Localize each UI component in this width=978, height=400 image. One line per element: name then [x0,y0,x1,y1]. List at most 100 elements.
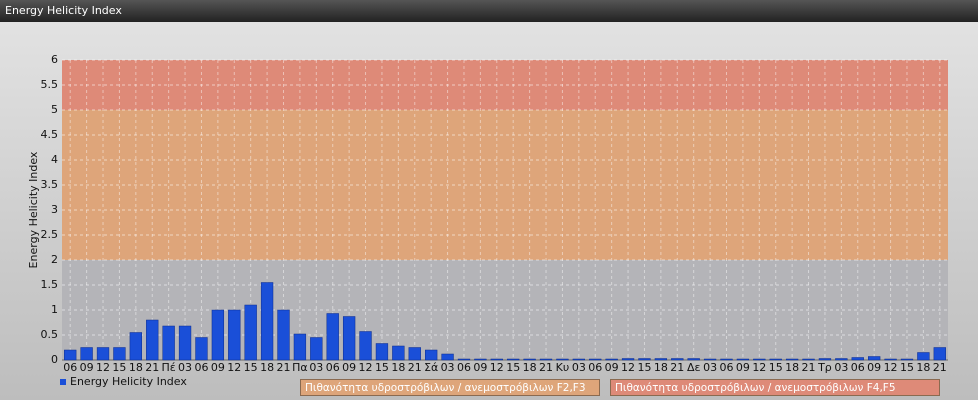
y-tick-label: 2.5 [41,228,59,241]
x-tick-label: Δε [687,361,701,374]
bar [474,358,487,361]
x-tick-label: 15 [769,361,783,374]
x-tick-label: 03 [309,361,323,374]
y-tick-label: 2 [51,253,58,266]
bar [375,343,389,361]
x-tick-label: 06 [720,361,734,374]
bar [851,357,864,361]
bar [654,358,668,361]
bar [146,319,159,361]
x-tick-label: 03 [572,361,586,374]
bar [523,358,536,361]
x-tick-label: 21 [670,361,684,374]
x-tick-label: 06 [63,361,77,374]
x-tick-label: 21 [933,361,947,374]
bar [359,331,372,361]
band-legend[interactable]: Πιθανότητα υδροστρόβιλων / ανεμοστρόβιλω… [300,379,600,396]
x-tick-label: 18 [260,361,274,374]
x-tick-label: 15 [244,361,258,374]
bar [244,304,257,361]
x-tick-label: 21 [277,361,291,374]
bar [80,347,93,361]
bar [720,358,733,361]
bar [753,358,766,361]
bar [539,358,553,361]
bar [785,358,799,361]
bar [342,316,356,361]
x-tick-label: 03 [703,361,717,374]
x-tick-label: 03 [178,361,192,374]
y-tick-label: 3.5 [41,178,59,191]
bar [933,347,946,361]
y-tick-label: 1 [51,303,58,316]
x-tick-label: Σά [424,361,438,374]
x-tick-label: 18 [391,361,405,374]
y-tick-label: 0 [51,353,58,366]
x-tick-label: 21 [408,361,422,374]
x-tick-label: 15 [506,361,520,374]
x-tick-label: 12 [621,361,635,374]
x-tick-label: 18 [916,361,930,374]
x-tick-label: 12 [359,361,373,374]
bar [835,358,848,361]
x-tick-label: 06 [588,361,602,374]
x-tick-label: 06 [326,361,340,374]
bar [457,358,471,361]
bar [64,349,77,361]
bar [605,358,618,361]
x-tick-label: 06 [194,361,208,374]
bar [917,352,930,361]
bar [671,358,684,361]
title-bar: Energy Helicity Index [0,0,978,22]
x-tick-label: Κυ [556,361,570,374]
x-tick-label: 12 [752,361,766,374]
x-tick-label: 21 [539,361,553,374]
x-tick-label: 09 [605,361,619,374]
x-tick-label: 18 [523,361,537,374]
y-tick-label: 5.5 [41,78,59,91]
x-tick-label: 15 [637,361,651,374]
bar [178,325,192,361]
bar [162,325,175,361]
legend-swatch [60,379,66,385]
bar [260,282,274,361]
y-tick-label: 5 [51,103,58,116]
y-tick-label: 4.5 [41,128,59,141]
bar [228,309,241,361]
bar [687,358,700,361]
bar [441,353,454,361]
bar [310,337,323,361]
y-tick-label: 3 [51,203,58,216]
bar [129,332,142,361]
x-tick-label: 18 [654,361,668,374]
bar [556,358,569,361]
bar [490,358,503,361]
x-tick-label: 18 [129,361,143,374]
bar [507,358,520,361]
bar [195,337,208,361]
x-tick-label: 15 [375,361,389,374]
bar [818,358,832,361]
bar [769,358,782,361]
bar [884,358,897,361]
x-tick-label: 03 [834,361,848,374]
bar [621,358,635,361]
bar [572,358,585,361]
bar [408,347,421,361]
bar [326,313,339,361]
x-tick-label: 09 [80,361,94,374]
bar [211,309,225,361]
x-tick-label: 12 [96,361,110,374]
bar [703,358,717,361]
bar [868,356,881,361]
x-tick-label: 12 [490,361,504,374]
x-tick-label: 12 [884,361,898,374]
x-tick-label: 06 [851,361,865,374]
x-tick-label: 09 [342,361,356,374]
band-legend[interactable]: Πιθανότητα υδροστρόβιλων / ανεμοστρόβιλω… [610,379,940,396]
x-tick-label: 06 [457,361,471,374]
y-axis-label: Energy Helicity Index [27,151,40,268]
x-tick-label: 12 [227,361,241,374]
